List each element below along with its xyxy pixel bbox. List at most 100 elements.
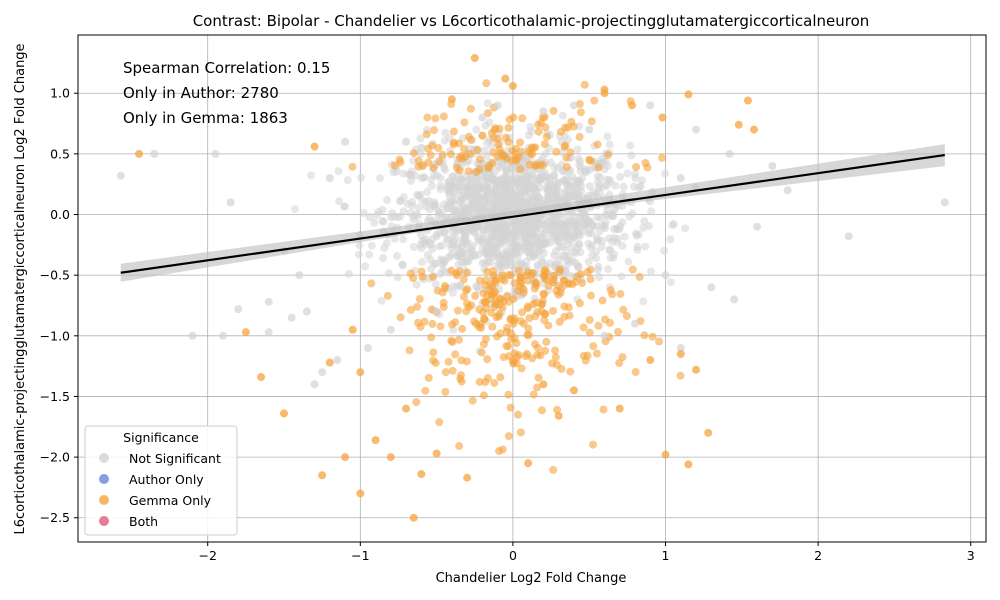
legend-label-gemma-only: Gemma Only (129, 493, 212, 508)
cloud-point (558, 111, 567, 120)
cloud-point (504, 176, 513, 185)
cloud-point-gemma (430, 126, 439, 135)
cloud-point (355, 241, 364, 250)
cloud-point (666, 278, 675, 287)
cloud-point-gemma (479, 308, 488, 317)
cloud-point (357, 173, 366, 182)
cloud-point (533, 262, 542, 271)
cloud-point-gemma (530, 284, 539, 293)
point-gemma-only (501, 74, 510, 83)
cloud-point-gemma (490, 125, 499, 134)
cloud-point (485, 173, 494, 182)
point-gemma-only (569, 386, 578, 395)
cloud-point-gemma (549, 106, 558, 115)
cloud-point-gemma (496, 373, 505, 382)
cloud-point-gemma (586, 275, 595, 284)
cloud-point-gemma (412, 398, 421, 407)
point-not-significant (341, 137, 350, 146)
cloud-point-gemma (405, 346, 414, 355)
cloud-point (428, 244, 437, 253)
x-axis-label: Chandelier Log2 Fold Change (436, 571, 627, 586)
cloud-point-gemma (455, 267, 464, 276)
point-gemma-only (135, 149, 144, 158)
cloud-point (661, 169, 670, 178)
cloud-point-gemma (396, 313, 405, 322)
cloud-point (340, 202, 349, 211)
legend-title: Significance (123, 430, 199, 445)
cloud-point (579, 226, 588, 235)
cloud-point-gemma (414, 318, 423, 327)
cloud-point (388, 209, 397, 218)
cloud-point (482, 225, 491, 234)
cloud-point-gemma (473, 146, 482, 155)
point-not-significant (402, 137, 411, 146)
cloud-point-gemma (514, 351, 523, 360)
cloud-point (480, 192, 489, 201)
cloud-point-gemma (517, 364, 526, 373)
cloud-point-gemma (464, 167, 473, 176)
cloud-point (435, 208, 444, 217)
cloud-point (681, 224, 690, 233)
cloud-point (595, 273, 604, 282)
cloud-point-gemma (495, 300, 504, 309)
cloud-point (530, 193, 539, 202)
cloud-point-gemma (585, 316, 594, 325)
point-not-significant (432, 307, 441, 316)
cloud-point-gemma (553, 405, 562, 414)
cloud-point-gemma (406, 269, 415, 278)
legend-marker-both (99, 516, 109, 526)
point-not-significant (478, 113, 487, 122)
y-tick-label: −2.0 (40, 450, 70, 465)
cloud-point (454, 225, 463, 234)
cloud-point (409, 243, 418, 252)
cloud-point (581, 168, 590, 177)
cloud-point (459, 204, 468, 213)
cloud-point-gemma (453, 306, 462, 315)
cloud-point-gemma (516, 317, 525, 326)
cloud-point (482, 184, 491, 193)
cloud-point-gemma (439, 112, 448, 121)
cloud-point (372, 211, 381, 220)
cloud-point (406, 176, 415, 185)
cloud-point-gemma (511, 149, 520, 158)
point-gemma-only (417, 470, 426, 479)
cloud-point-gemma (422, 130, 431, 139)
cloud-point-gemma (549, 465, 558, 474)
cloud-point (457, 195, 466, 204)
cloud-point (431, 280, 440, 289)
cloud-point (592, 233, 601, 242)
cloud-point-gemma (533, 383, 542, 392)
cloud-point (541, 149, 550, 158)
cloud-point (473, 182, 482, 191)
cloud-point (359, 209, 368, 218)
y-tick-label: −0.5 (40, 268, 70, 283)
series-not-significant (116, 101, 949, 389)
cloud-point (561, 177, 570, 186)
point-not-significant (493, 101, 502, 110)
cloud-point-gemma (571, 278, 580, 287)
cloud-point (504, 234, 513, 243)
cloud-point-gemma (448, 366, 457, 375)
cloud-point-gemma (409, 149, 418, 158)
point-not-significant (417, 143, 426, 152)
cloud-point-gemma (428, 319, 437, 328)
cloud-point (396, 212, 405, 221)
cloud-point (440, 228, 449, 237)
cloud-point-gemma (604, 150, 613, 159)
cloud-point (600, 165, 609, 174)
cloud-point (610, 204, 619, 213)
cloud-point (436, 173, 445, 182)
cloud-point-gemma (581, 356, 590, 365)
cloud-point-gemma (447, 336, 456, 345)
cloud-point-gemma (436, 322, 445, 331)
cloud-point-gemma (518, 114, 527, 123)
point-not-significant (333, 356, 342, 365)
cloud-point-gemma (516, 165, 525, 174)
cloud-point (574, 262, 583, 271)
cloud-point (593, 172, 602, 181)
cloud-point (647, 267, 656, 276)
cloud-point (640, 217, 649, 226)
point-gemma-only (463, 473, 472, 482)
cloud-point (436, 270, 445, 279)
point-not-significant (661, 271, 670, 280)
